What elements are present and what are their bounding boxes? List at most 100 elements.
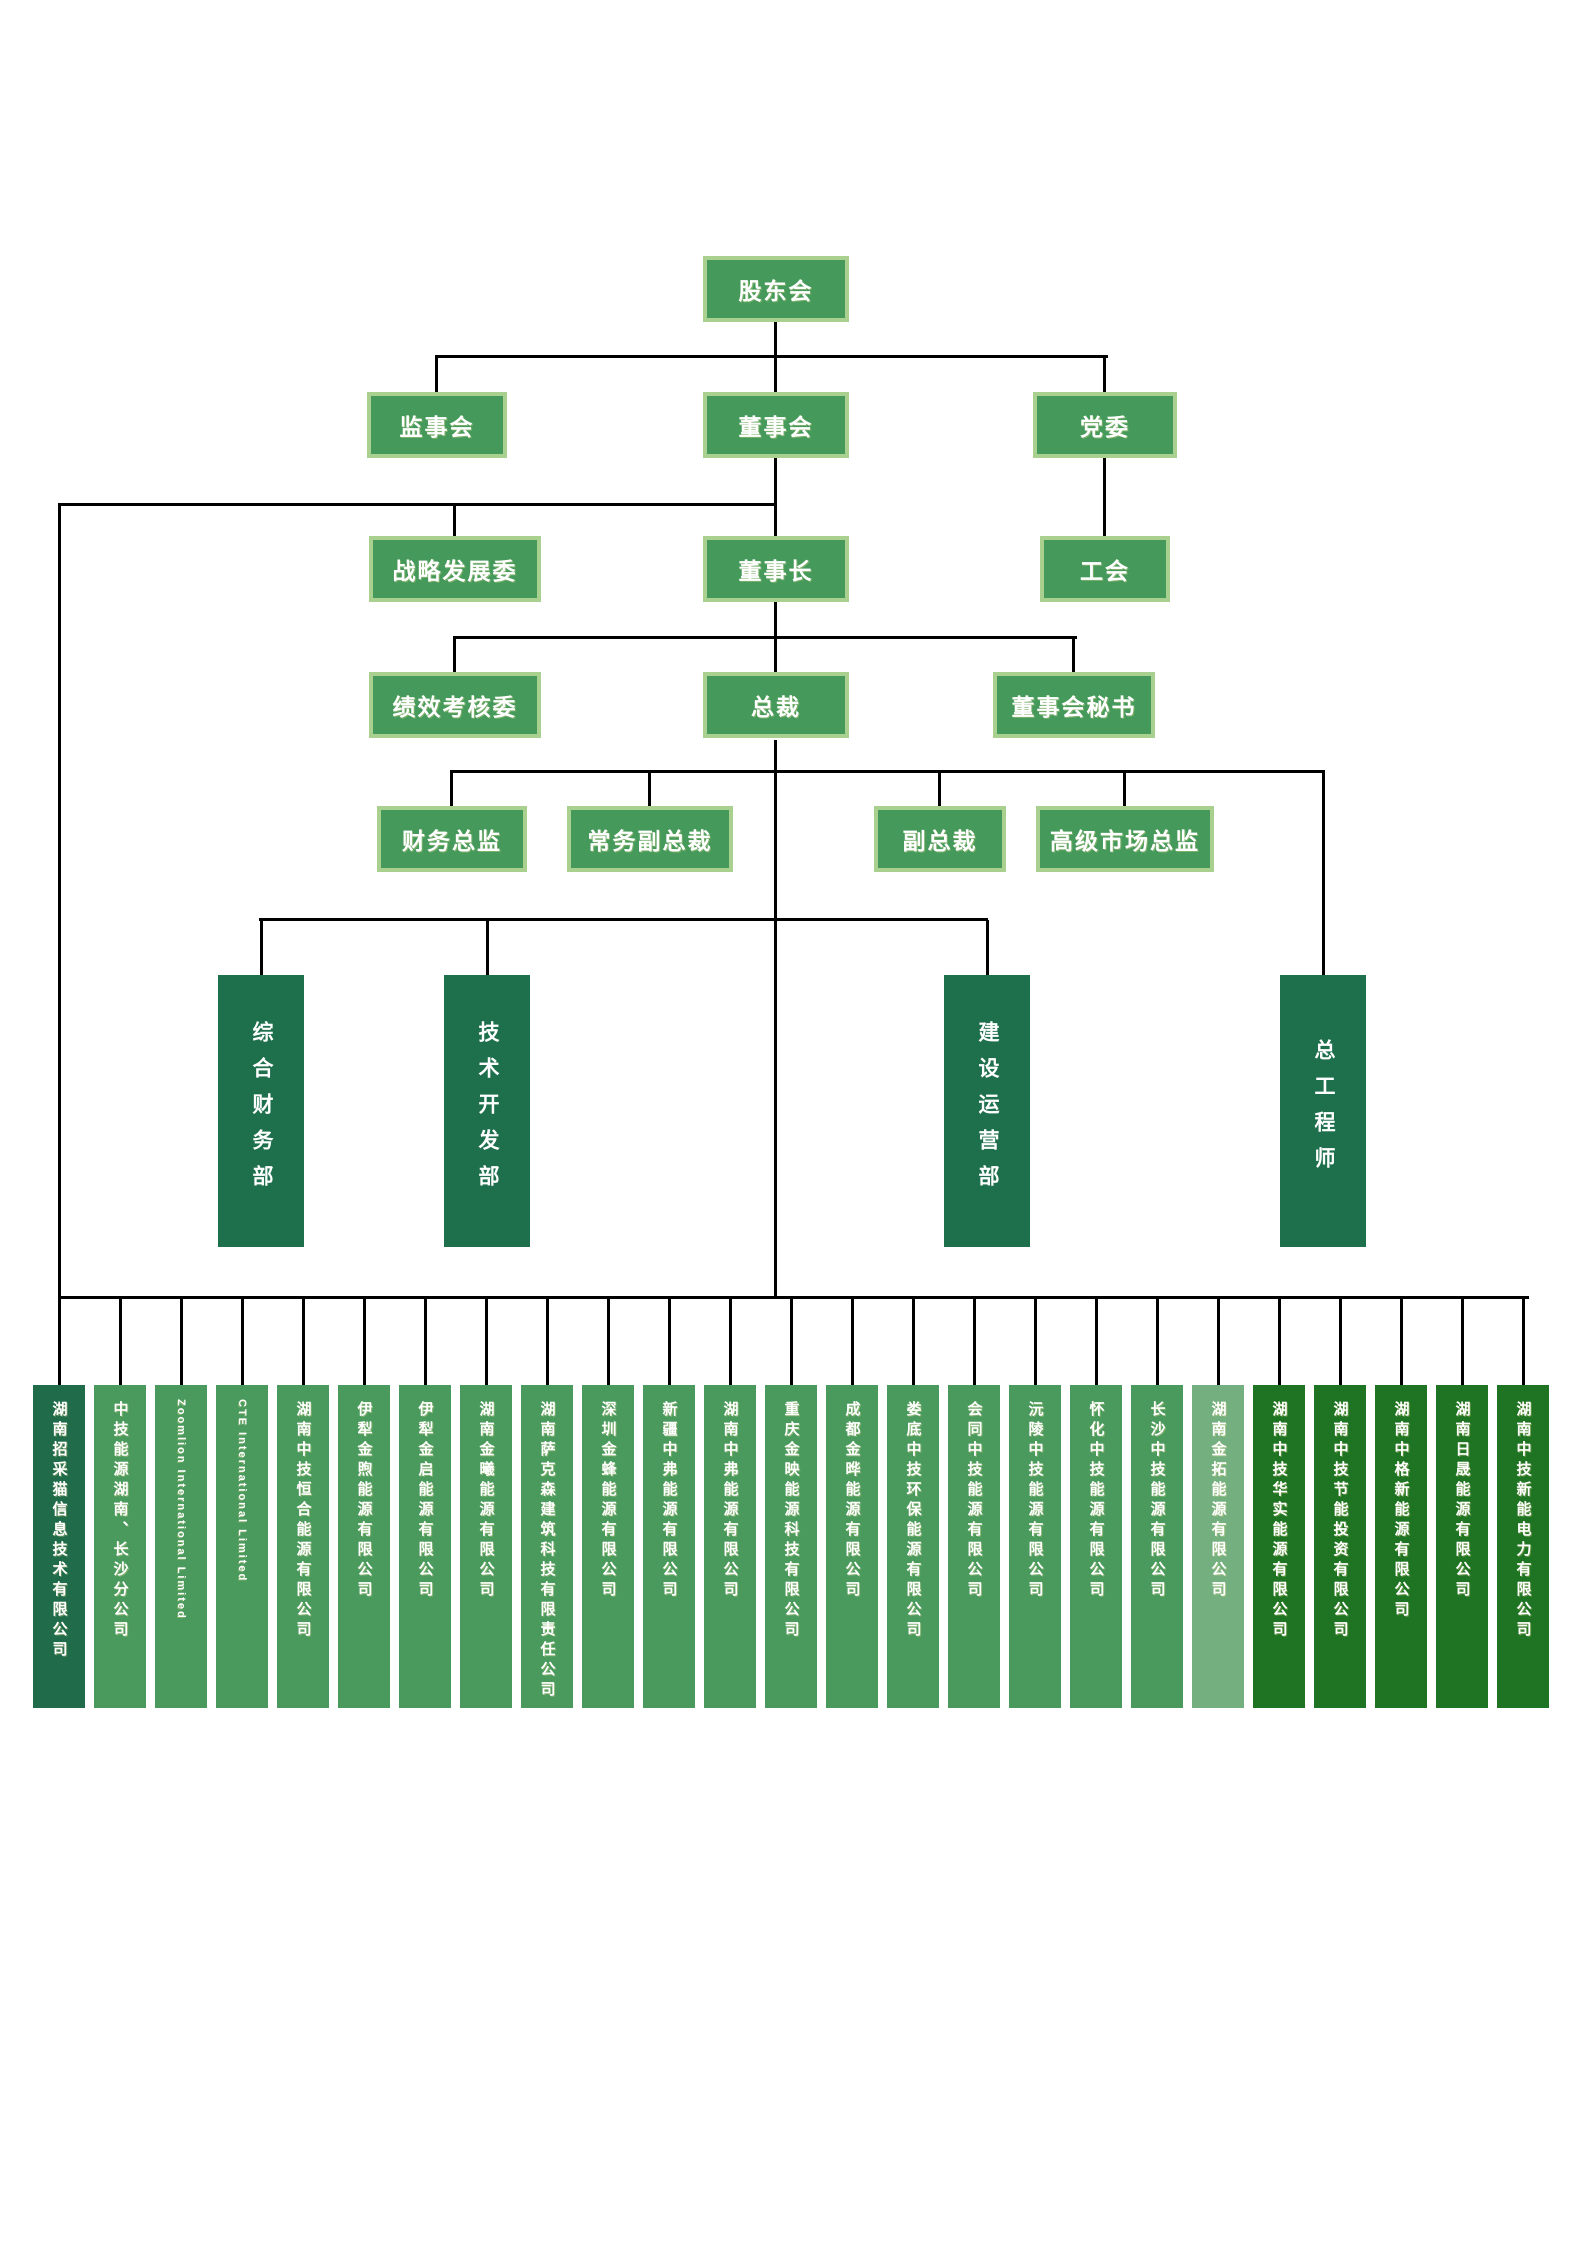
- connector-line: [435, 355, 1108, 358]
- company-column: 深圳金蜂能源有限公司: [582, 1297, 634, 1708]
- company-name-label: 会同中技能源有限公司: [965, 1401, 983, 1601]
- company-column: 湖南中技新能电力有限公司: [1497, 1297, 1549, 1708]
- connector-line: [453, 636, 1077, 639]
- connector-line: [1103, 355, 1106, 392]
- connector-line: [1123, 770, 1126, 806]
- org-node-supervisory-board: 监事会: [367, 392, 507, 458]
- connector-line: [774, 458, 777, 506]
- org-node-party-committee: 党委: [1033, 392, 1177, 458]
- org-node-label: 常务副总裁: [587, 828, 713, 854]
- company-column: CTE International Limited: [216, 1297, 268, 1708]
- company-name-label: 湖南招采猫信息技术有限公司: [50, 1401, 68, 1661]
- org-node-label: 财务总监: [402, 828, 502, 854]
- company-name-label: 湖南萨克森建筑科技有限责任公司: [538, 1401, 556, 1701]
- org-node-label: 董事会: [738, 414, 814, 440]
- connector-line: [453, 503, 456, 536]
- department-column-chief-engineer: 总工程师: [1280, 770, 1366, 1247]
- company-name-label: 湖南中格新能源有限公司: [1392, 1401, 1410, 1621]
- connector-line: [58, 503, 777, 506]
- company-column: 湖南招采猫信息技术有限公司: [33, 1297, 85, 1708]
- org-node-label: 副总裁: [902, 828, 978, 854]
- company-column: 中技能源湖南、长沙分公司: [94, 1297, 146, 1708]
- department-column-general-finance-dept: 综合财务部: [218, 920, 304, 1247]
- org-node-board-secretary: 董事会秘书: [993, 672, 1155, 738]
- company-name-label: Zoomlion International Limited: [175, 1399, 187, 1620]
- company-column: 湖南中技恒合能源有限公司: [277, 1297, 329, 1708]
- company-name-label: 湖南金拓能源有限公司: [1209, 1401, 1227, 1601]
- org-node-board-of-directors: 董事会: [703, 392, 849, 458]
- company-column: 会同中技能源有限公司: [948, 1297, 1000, 1708]
- company-name-label: 长沙中技能源有限公司: [1148, 1401, 1166, 1601]
- connector-line: [58, 503, 61, 1299]
- company-name-label: 湖南中弗能源有限公司: [721, 1401, 739, 1601]
- connector-line: [259, 918, 988, 921]
- company-column: 重庆金映能源科技有限公司: [765, 1297, 817, 1708]
- org-node-label: 党委: [1080, 414, 1130, 440]
- org-node-label: 总裁: [751, 694, 801, 720]
- company-column: 湖南金拓能源有限公司: [1192, 1297, 1244, 1708]
- company-name-label: 湖南金曦能源有限公司: [477, 1401, 495, 1601]
- company-name-label: 湖南中技节能投资有限公司: [1331, 1401, 1349, 1641]
- org-node-performance-review-cmte: 绩效考核委: [369, 672, 541, 738]
- company-name-label: CTE International Limited: [236, 1399, 248, 1583]
- org-node-shareholders-meeting: 股东会: [703, 256, 849, 322]
- department-label: 技术开发部: [476, 1021, 499, 1201]
- company-column: 伊犁金启能源有限公司: [399, 1297, 451, 1708]
- connector-line: [450, 770, 453, 806]
- company-column: 湖南中技节能投资有限公司: [1314, 1297, 1366, 1708]
- org-node-label: 战略发展委: [392, 558, 518, 584]
- connector-line: [435, 355, 438, 392]
- company-name-label: 伊犁金煦能源有限公司: [355, 1401, 373, 1601]
- department-label: 建设运营部: [976, 1021, 999, 1201]
- company-column: 湖南中弗能源有限公司: [704, 1297, 756, 1708]
- company-name-label: 伊犁金启能源有限公司: [416, 1401, 434, 1601]
- company-name-label: 深圳金蜂能源有限公司: [599, 1401, 617, 1601]
- org-node-strategy-development-cmte: 战略发展委: [369, 536, 541, 602]
- connector-line: [938, 770, 941, 806]
- company-name-label: 重庆金映能源科技有限公司: [782, 1401, 800, 1641]
- company-name-label: 湖南日晟能源有限公司: [1453, 1401, 1471, 1601]
- connector-line: [58, 1296, 1529, 1299]
- company-name-label: 中技能源湖南、长沙分公司: [111, 1401, 129, 1641]
- company-column: 沅陵中技能源有限公司: [1009, 1297, 1061, 1708]
- company-name-label: 湖南中技恒合能源有限公司: [294, 1401, 312, 1641]
- company-name-label: 娄底中技环保能源有限公司: [904, 1401, 922, 1641]
- company-name-label: 怀化中技能源有限公司: [1087, 1401, 1105, 1601]
- org-node-vice-president: 副总裁: [874, 806, 1006, 872]
- department-column-technology-development-dept: 技术开发部: [444, 920, 530, 1247]
- org-node-label: 监事会: [399, 414, 475, 440]
- connector-line: [774, 322, 777, 358]
- company-column: Zoomlion International Limited: [155, 1297, 207, 1708]
- company-column: 湖南中格新能源有限公司: [1375, 1297, 1427, 1708]
- connector-line: [648, 770, 651, 806]
- company-column: 湖南日晟能源有限公司: [1436, 1297, 1488, 1708]
- org-node-chairman: 董事长: [703, 536, 849, 602]
- org-node-label: 绩效考核委: [392, 694, 518, 720]
- department-label: 综合财务部: [250, 1021, 273, 1201]
- connector-line: [774, 355, 777, 392]
- connector-line: [1103, 458, 1106, 536]
- company-column: 长沙中技能源有限公司: [1131, 1297, 1183, 1708]
- company-column: 伊犁金煦能源有限公司: [338, 1297, 390, 1708]
- company-column: 新疆中弗能源有限公司: [643, 1297, 695, 1708]
- org-node-labor-union: 工会: [1040, 536, 1170, 602]
- connector-line: [453, 636, 456, 672]
- company-name-label: 湖南中技新能电力有限公司: [1514, 1401, 1532, 1641]
- org-node-label: 高级市场总监: [1050, 828, 1200, 854]
- org-node-label: 董事长: [738, 558, 814, 584]
- connector-line: [774, 602, 777, 639]
- connector-line: [774, 503, 777, 536]
- connector-line: [450, 770, 1324, 773]
- org-node-senior-marketing-director: 高级市场总监: [1036, 806, 1214, 872]
- org-node-president: 总裁: [703, 672, 849, 738]
- connector-line: [1072, 636, 1075, 672]
- company-name-label: 新疆中弗能源有限公司: [660, 1401, 678, 1601]
- org-node-executive-vp: 常务副总裁: [567, 806, 733, 872]
- company-name-label: 成都金晔能源有限公司: [843, 1401, 861, 1601]
- department-label: 总工程师: [1312, 1039, 1335, 1183]
- department-column-construction-operations-dept: 建设运营部: [944, 920, 1030, 1247]
- company-name-label: 湖南中技华实能源有限公司: [1270, 1401, 1288, 1641]
- company-column: 湖南中技华实能源有限公司: [1253, 1297, 1305, 1708]
- company-column: 成都金晔能源有限公司: [826, 1297, 878, 1708]
